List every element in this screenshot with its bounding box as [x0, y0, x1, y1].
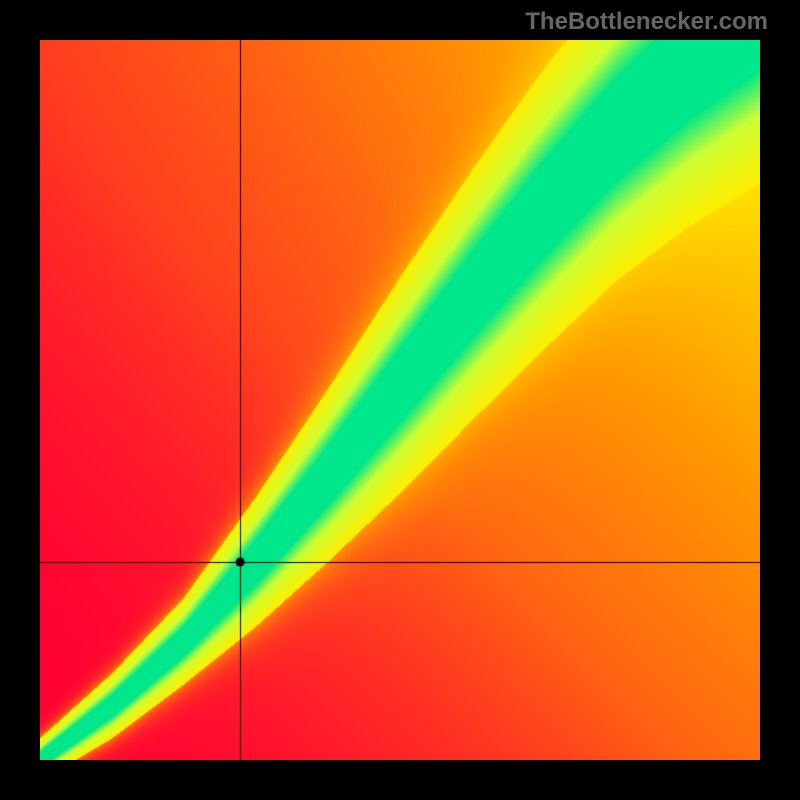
bottleneck-heatmap: [40, 40, 760, 760]
watermark-text: TheBottlenecker.com: [525, 8, 768, 36]
